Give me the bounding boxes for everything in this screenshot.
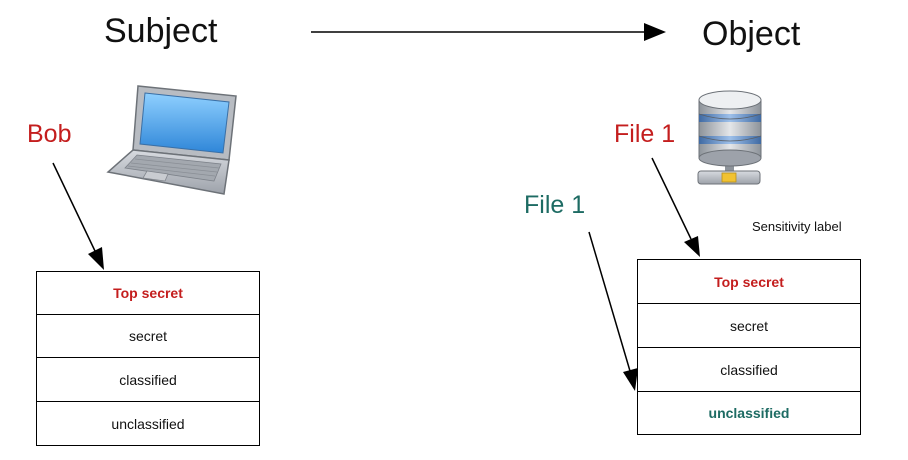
subject-level-unclassified: unclassified <box>36 401 260 446</box>
subject-level-row: secret <box>36 314 260 358</box>
subject-heading: Subject <box>104 12 218 50</box>
database-server-icon <box>697 90 762 185</box>
object-level-top-secret: Top secret <box>637 259 861 304</box>
file-unclassified-arrow <box>588 231 638 391</box>
object-level-row: Top secret <box>637 259 861 304</box>
object-levels-table: Top secret secret classified unclassifie… <box>637 259 861 435</box>
object-level-row: unclassified <box>637 391 861 435</box>
subject-level-row: unclassified <box>36 401 260 446</box>
object-heading: Object <box>702 15 801 53</box>
subject-to-object-arrow <box>311 23 666 41</box>
sensitivity-label-caption: Sensitivity label <box>752 219 842 234</box>
bob-clearance-arrow <box>52 162 104 270</box>
object-file-label-bottom: File 1 <box>524 191 586 219</box>
file-top-secret-arrow <box>651 157 700 257</box>
subject-name-label: Bob <box>27 120 72 148</box>
laptop-icon <box>106 85 237 195</box>
object-level-unclassified: unclassified <box>637 391 861 435</box>
subject-levels-table: Top secret secret classified unclassifie… <box>36 271 260 446</box>
object-file-label-top: File 1 <box>614 120 676 148</box>
subject-level-classified: classified <box>36 357 260 402</box>
subject-level-row: classified <box>36 357 260 402</box>
subject-level-secret: secret <box>36 314 260 358</box>
